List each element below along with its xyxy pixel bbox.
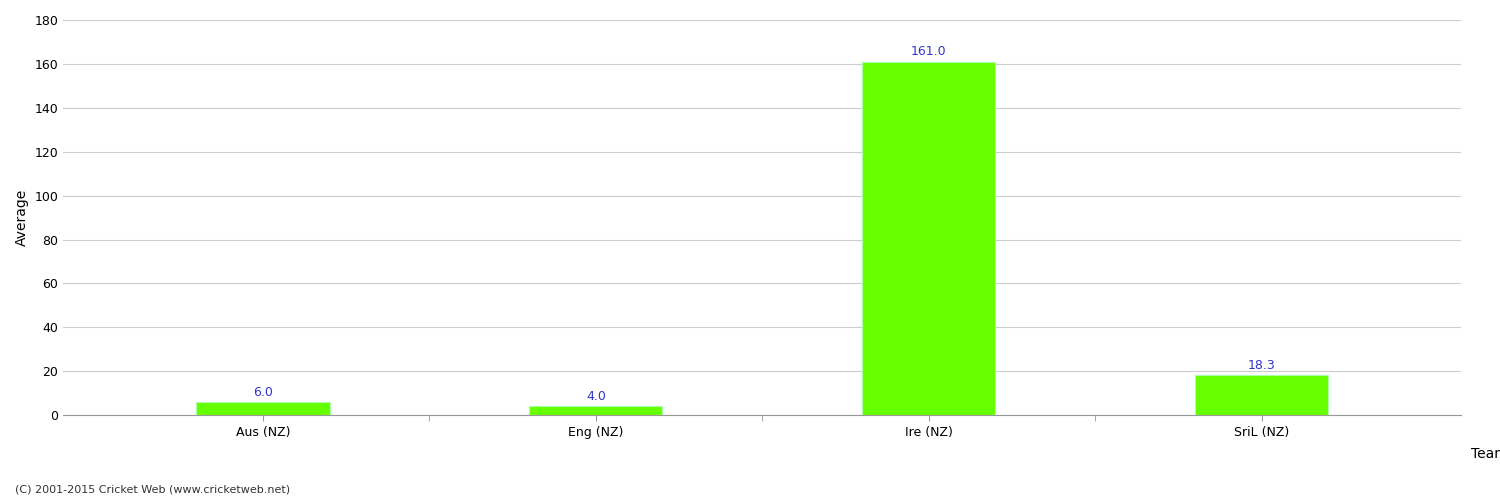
Bar <box>196 402 330 415</box>
Text: (C) 2001-2015 Cricket Web (www.cricketweb.net): (C) 2001-2015 Cricket Web (www.cricketwe… <box>15 485 290 495</box>
Bar <box>862 62 996 415</box>
Y-axis label: Average: Average <box>15 189 28 246</box>
Text: 18.3: 18.3 <box>1248 358 1275 372</box>
X-axis label: Team: Team <box>1472 447 1500 461</box>
Text: 161.0: 161.0 <box>910 46 946 59</box>
Text: 4.0: 4.0 <box>586 390 606 403</box>
Text: 6.0: 6.0 <box>254 386 273 398</box>
Bar <box>530 406 663 415</box>
Bar <box>1196 375 1328 415</box>
